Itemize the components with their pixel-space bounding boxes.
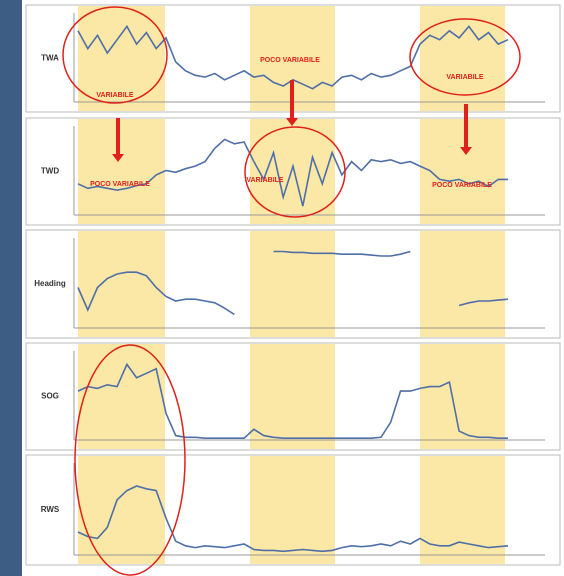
data-line <box>77 138 508 207</box>
highlight-band <box>250 456 335 564</box>
photo-strip <box>0 0 22 576</box>
highlight-band <box>78 6 165 111</box>
highlight-band <box>420 456 505 564</box>
panel-label: Heading <box>34 279 66 288</box>
annotation: POCO VARIABILE <box>432 182 492 189</box>
annotation: POCO VARIABILE <box>90 181 150 188</box>
data-line <box>77 250 509 316</box>
data-line <box>77 24 509 90</box>
highlight-band <box>250 231 335 337</box>
panel-label: RWS <box>41 505 60 514</box>
highlight-ellipse <box>244 126 346 218</box>
highlight-band <box>420 344 505 449</box>
panel-label: TWD <box>41 167 59 176</box>
highlight-ellipse <box>62 6 168 104</box>
highlight-ellipse <box>74 344 186 576</box>
arrow-head <box>460 147 472 155</box>
highlight-ellipse <box>409 18 521 96</box>
arrow-head <box>112 154 124 162</box>
data-line <box>77 362 508 439</box>
annotation: VARIABILE <box>246 177 284 184</box>
panel-label: TWA <box>41 54 59 63</box>
annotation: POCO VARIABILE <box>260 57 320 64</box>
highlight-band <box>420 119 505 224</box>
annotation: VARIABILE <box>446 74 484 81</box>
panel-label: SOG <box>41 392 59 401</box>
highlight-band <box>78 456 165 564</box>
arrow-head <box>286 118 298 126</box>
highlight-band <box>78 344 165 449</box>
highlight-band <box>420 231 505 337</box>
highlight-band <box>250 344 335 449</box>
annotation: VARIABILE <box>96 92 134 99</box>
data-line <box>77 485 509 553</box>
highlight-band <box>78 231 165 337</box>
highlight-band <box>78 119 165 224</box>
